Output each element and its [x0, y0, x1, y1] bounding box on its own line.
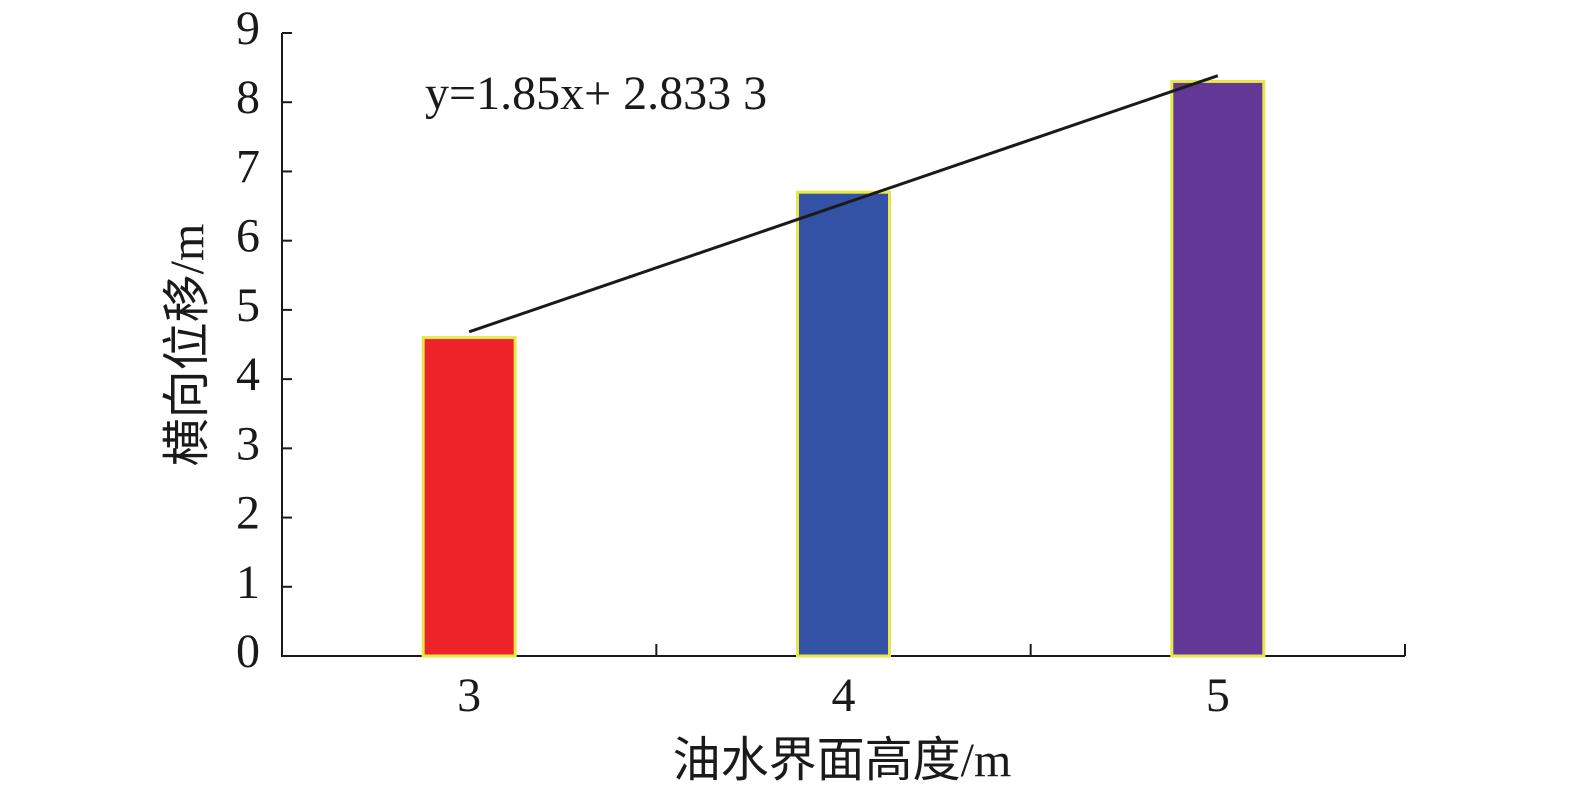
y-tick-label: 6 [236, 210, 260, 263]
x-tick-label: 3 [457, 669, 481, 722]
trendline [468, 74, 1219, 334]
bar [421, 336, 517, 658]
trendline-equation: y=1.85x+ 2.833 3 [425, 67, 767, 120]
y-tick-label: 9 [236, 2, 260, 55]
y-tick-label: 0 [236, 625, 260, 678]
y-tick-label: 8 [236, 71, 260, 124]
y-tick-label: 2 [236, 487, 260, 540]
x-tick-label: 4 [832, 669, 856, 722]
x-axis-title: 油水界面高度/m [673, 734, 1012, 787]
x-tick-label: 5 [1206, 669, 1230, 722]
bar [796, 190, 891, 658]
y-tick-label: 3 [236, 417, 260, 470]
y-tick-label: 7 [236, 140, 260, 193]
y-axis-title: 横向位移/m [161, 224, 214, 467]
bar [1170, 79, 1266, 658]
y-tick-label: 1 [236, 556, 260, 609]
y-tick-label: 4 [236, 348, 260, 401]
y-tick-label: 5 [236, 279, 260, 332]
